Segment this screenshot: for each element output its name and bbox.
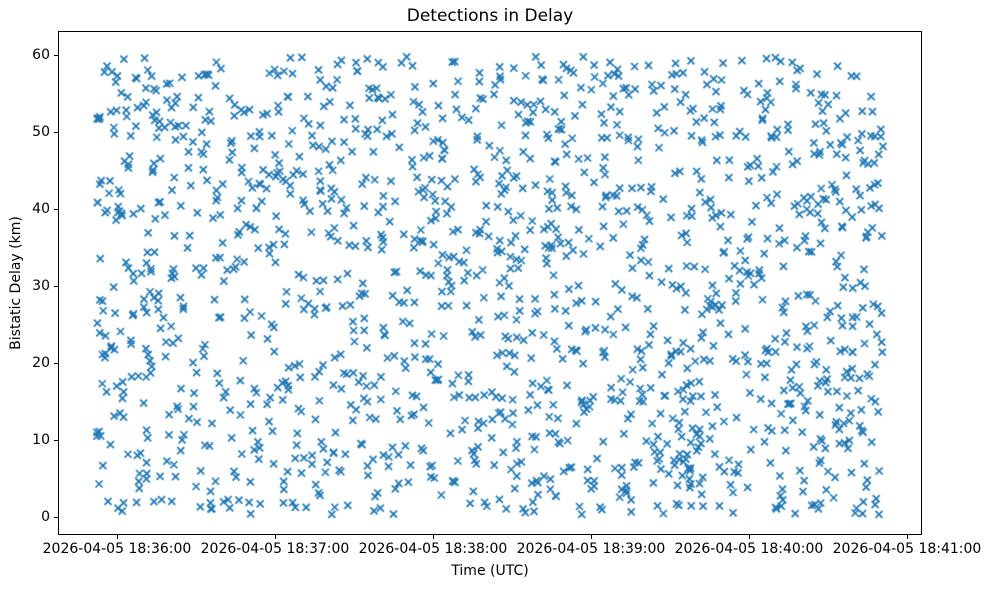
y-tick-mark (54, 208, 58, 210)
y-tick-label: 40 (32, 200, 50, 217)
y-tick-label: 50 (32, 123, 50, 140)
x-tick-label: 2026-04-05 18:39:00 (516, 541, 666, 557)
x-tick-mark (590, 535, 592, 539)
y-tick-mark (54, 362, 58, 364)
x-tick-mark (274, 535, 276, 539)
plot-area (58, 31, 922, 535)
y-tick-mark (54, 439, 58, 441)
scatter-points-canvas (59, 32, 921, 534)
y-tick-label: 0 (41, 508, 50, 525)
y-tick-mark (54, 285, 58, 287)
y-tick-label: 20 (32, 354, 50, 371)
y-tick-mark (54, 131, 58, 133)
x-tick-mark (906, 535, 908, 539)
y-tick-mark (54, 516, 58, 518)
y-tick-label: 60 (32, 46, 50, 63)
x-axis-label: Time (UTC) (451, 563, 529, 579)
x-tick-mark (432, 535, 434, 539)
x-tick-mark (116, 535, 118, 539)
x-tick-label: 2026-04-05 18:41:00 (832, 541, 982, 557)
y-tick-label: 10 (32, 431, 50, 448)
x-tick-mark (748, 535, 750, 539)
x-tick-label: 2026-04-05 18:36:00 (42, 541, 192, 557)
y-tick-label: 30 (32, 277, 50, 294)
y-tick-mark (54, 54, 58, 56)
y-axis-label: Bistatic Delay (km) (8, 216, 24, 350)
chart-title: Detections in Delay (406, 6, 574, 26)
x-tick-label: 2026-04-05 18:37:00 (200, 541, 350, 557)
x-tick-label: 2026-04-05 18:38:00 (358, 541, 508, 557)
x-tick-label: 2026-04-05 18:40:00 (674, 541, 824, 557)
